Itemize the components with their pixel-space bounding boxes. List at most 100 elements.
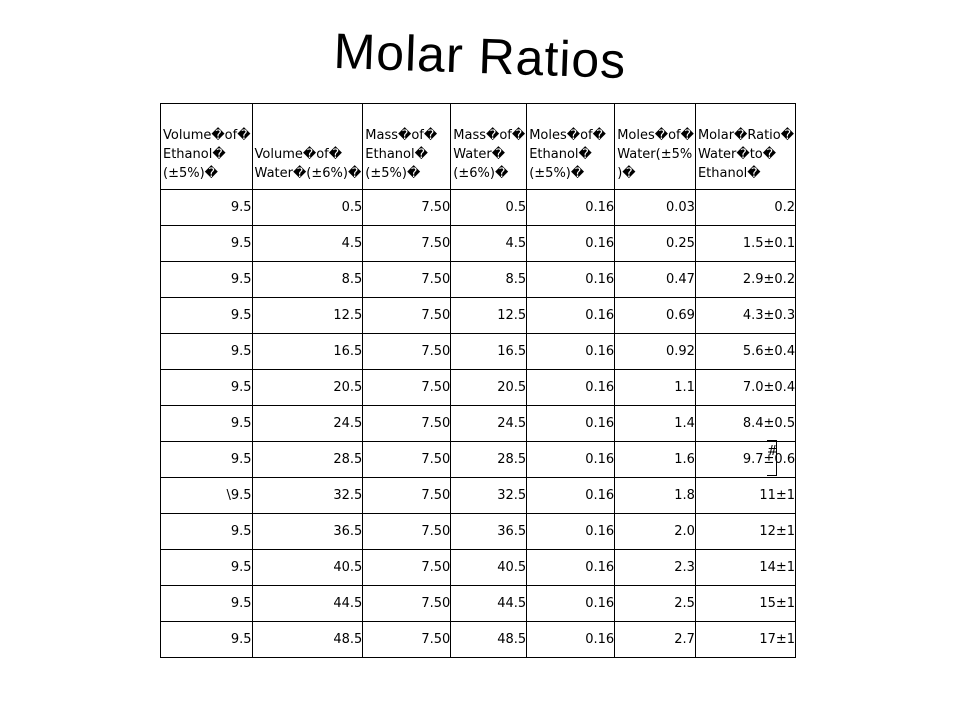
- cell-moles-ethanol: 0.16: [526, 189, 616, 226]
- cell-moles-water: 0.03: [614, 189, 696, 226]
- cell-mass-water: 12.5: [450, 297, 528, 334]
- cell-volume-ethanol: 9.5: [160, 225, 253, 262]
- cell-mass-ethanol: 7.50: [362, 549, 452, 586]
- table-row: \9.5 32.5 7.50 32.5 0.16 1.8 11±1: [160, 477, 797, 514]
- cell-mass-ethanol: 7.50: [362, 369, 452, 406]
- cell-volume-ethanol: 9.5: [160, 513, 253, 550]
- cell-mass-ethanol: 7.50: [362, 513, 452, 550]
- cell-mass-water: 20.5: [450, 369, 528, 406]
- cell-molar-ratio: 8.4±0.5: [694, 405, 797, 442]
- cell-mass-ethanol: 7.50: [362, 333, 452, 370]
- table-row: 9.5 8.5 7.50 8.5 0.16 0.47 2.9±0.2: [160, 261, 797, 298]
- cell-mass-ethanol: 7.50: [362, 297, 452, 334]
- cell-moles-ethanol: 0.16: [526, 585, 616, 622]
- cell-mass-water: 32.5: [450, 477, 528, 514]
- cell-molar-ratio: 7.0±0.4: [694, 369, 797, 406]
- cell-moles-water: 1.1: [614, 369, 696, 406]
- cell-volume-ethanol: 9.5: [160, 261, 253, 298]
- table-row: 9.5 0.5 7.50 0.5 0.16 0.03 0.2: [160, 189, 797, 226]
- cell-mass-water: 8.5: [450, 261, 528, 298]
- table-row: 9.5 48.5 7.50 48.5 0.16 2.7 17±1: [160, 621, 797, 658]
- table-row: 9.5 16.5 7.50 16.5 0.16 0.92 5.6±0.4: [160, 333, 797, 370]
- cell-volume-water: 0.5: [251, 189, 364, 226]
- cell-moles-ethanol: 0.16: [526, 549, 616, 586]
- cell-mass-ethanol: 7.50: [362, 189, 452, 226]
- table-row: 9.5 12.5 7.50 12.5 0.16 0.69 4.3±0.3: [160, 297, 797, 334]
- cell-molar-ratio: 2.9±0.2: [694, 261, 797, 298]
- cell-molar-ratio: 15±1: [694, 585, 797, 622]
- cell-moles-ethanol: 0.16: [526, 477, 616, 514]
- cell-volume-ethanol: 9.5: [160, 405, 253, 442]
- cell-molar-ratio: 17±1: [694, 621, 797, 658]
- cell-volume-ethanol: 9.5: [160, 189, 253, 226]
- cell-molar-ratio: 12±1: [694, 513, 797, 550]
- cell-moles-water: 2.5: [614, 585, 696, 622]
- cell-volume-ethanol: \9.5: [160, 477, 253, 514]
- cell-moles-ethanol: 0.16: [526, 513, 616, 550]
- header-moles-water: Moles�of� Water(±5% )�: [614, 103, 696, 190]
- header-mass-water: Mass�of� Water� (±6%)�: [450, 103, 528, 190]
- cell-moles-water: 2.7: [614, 621, 696, 658]
- cell-volume-water: 24.5: [251, 405, 364, 442]
- cell-mass-ethanol: 7.50: [362, 441, 452, 478]
- header-moles-ethanol: Moles�of� Ethanol� (±5%)�: [526, 103, 616, 190]
- cell-volume-water: 16.5: [251, 333, 364, 370]
- cell-mass-water: 36.5: [450, 513, 528, 550]
- cell-mass-ethanol: 7.50: [362, 405, 452, 442]
- table-row: 9.5 4.5 7.50 4.5 0.16 0.25 1.5±0.1: [160, 225, 797, 262]
- molar-ratios-table-container: Volume�of� Ethanol� (±5%)� Volume�of� Wa…: [160, 103, 797, 658]
- cell-mass-ethanol: 7.50: [362, 261, 452, 298]
- cell-mass-water: 28.5: [450, 441, 528, 478]
- cell-volume-ethanol: 9.5: [160, 621, 253, 658]
- cell-volume-water: 12.5: [251, 297, 364, 334]
- table-row: 9.5 36.5 7.50 36.5 0.16 2.0 12±1: [160, 513, 797, 550]
- cell-volume-water: 20.5: [251, 369, 364, 406]
- cell-volume-ethanol: 9.5: [160, 441, 253, 478]
- cell-volume-water: 28.5: [251, 441, 364, 478]
- side-mark: #: [767, 440, 778, 476]
- cell-molar-ratio: 4.3±0.3: [694, 297, 797, 334]
- cell-mass-water: 4.5: [450, 225, 528, 262]
- cell-moles-ethanol: 0.16: [526, 333, 616, 370]
- cell-moles-ethanol: 0.16: [526, 441, 616, 478]
- cell-moles-ethanol: 0.16: [526, 297, 616, 334]
- cell-mass-ethanol: 7.50: [362, 225, 452, 262]
- cell-molar-ratio: 0.2: [694, 189, 797, 226]
- cell-volume-water: 4.5: [251, 225, 364, 262]
- cell-mass-ethanol: 7.50: [362, 621, 452, 658]
- molar-ratios-table: Volume�of� Ethanol� (±5%)� Volume�of� Wa…: [160, 103, 797, 658]
- table-row: 9.5 44.5 7.50 44.5 0.16 2.5 15±1: [160, 585, 797, 622]
- table-row: 9.5 28.5 7.50 28.5 0.16 1.6 9.7±0.6: [160, 441, 797, 478]
- cell-mass-ethanol: 7.50: [362, 585, 452, 622]
- cell-volume-ethanol: 9.5: [160, 369, 253, 406]
- cell-mass-water: 40.5: [450, 549, 528, 586]
- cell-molar-ratio: 5.6±0.4: [694, 333, 797, 370]
- cell-volume-ethanol: 9.5: [160, 333, 253, 370]
- cell-volume-water: 36.5: [251, 513, 364, 550]
- cell-moles-water: 1.6: [614, 441, 696, 478]
- cell-mass-water: 24.5: [450, 405, 528, 442]
- cell-moles-water: 0.69: [614, 297, 696, 334]
- cell-molar-ratio: 9.7±0.6: [694, 441, 797, 478]
- cell-moles-water: 2.0: [614, 513, 696, 550]
- header-volume-ethanol: Volume�of� Ethanol� (±5%)�: [160, 103, 253, 190]
- cell-volume-ethanol: 9.5: [160, 549, 253, 586]
- cell-volume-ethanol: 9.5: [160, 297, 253, 334]
- cell-volume-water: 8.5: [251, 261, 364, 298]
- cell-moles-ethanol: 0.16: [526, 261, 616, 298]
- cell-moles-water: 1.4: [614, 405, 696, 442]
- cell-mass-water: 16.5: [450, 333, 528, 370]
- cell-moles-water: 0.47: [614, 261, 696, 298]
- cell-moles-water: 0.25: [614, 225, 696, 262]
- cell-moles-ethanol: 0.16: [526, 405, 616, 442]
- cell-volume-water: 40.5: [251, 549, 364, 586]
- cell-molar-ratio: 11±1: [694, 477, 797, 514]
- table-header-row: Volume�of� Ethanol� (±5%)� Volume�of� Wa…: [160, 103, 797, 190]
- cell-mass-water: 48.5: [450, 621, 528, 658]
- cell-moles-ethanol: 0.16: [526, 369, 616, 406]
- cell-molar-ratio: 14±1: [694, 549, 797, 586]
- cell-volume-water: 32.5: [251, 477, 364, 514]
- cell-moles-water: 1.8: [614, 477, 696, 514]
- cell-mass-water: 44.5: [450, 585, 528, 622]
- cell-moles-ethanol: 0.16: [526, 225, 616, 262]
